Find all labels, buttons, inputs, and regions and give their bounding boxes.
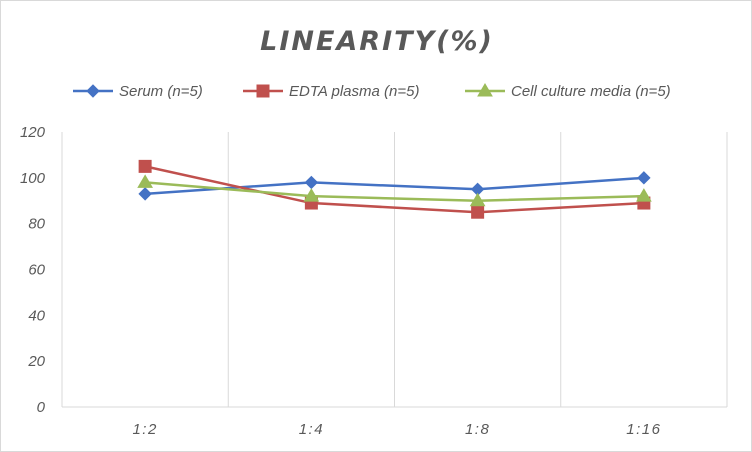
y-tick-label: 40 <box>28 307 45 324</box>
y-tick-label: 80 <box>28 216 45 233</box>
x-tick-label: 1:8 <box>465 421 490 438</box>
series-line <box>145 181 644 202</box>
grid <box>61 132 728 408</box>
legend-label: Serum (n=5) <box>119 83 203 100</box>
data-point <box>304 175 319 190</box>
series-layer <box>137 159 652 219</box>
legend-entry: EDTA plasma (n=5) <box>243 83 419 100</box>
x-tick-label: 1:16 <box>626 421 661 438</box>
y-axis: 0 20 40 60 80 100 120 <box>20 124 46 416</box>
data-point <box>138 187 152 201</box>
legend: Serum (n=5) EDTA plasma (n=5) Cell culture… <box>73 83 671 100</box>
legend-marker <box>86 84 100 98</box>
y-tick-label: 0 <box>37 399 46 416</box>
x-axis: 1:2 1:4 1:8 1:16 <box>132 421 661 438</box>
y-tick-label: 20 <box>27 353 45 370</box>
legend-label: Cell culture media (n=5) <box>511 83 671 100</box>
data-point <box>137 174 153 188</box>
data-point <box>471 205 485 219</box>
data-point <box>138 159 152 173</box>
x-tick-label: 1:2 <box>132 421 157 438</box>
data-point <box>303 188 320 202</box>
legend-entry: Serum (n=5) <box>73 83 203 100</box>
y-tick-label: 100 <box>20 170 46 187</box>
series-line <box>144 165 644 214</box>
x-tick-label: 1:4 <box>299 421 324 438</box>
series-2 <box>137 174 652 207</box>
legend-marker <box>477 83 493 97</box>
data-point <box>637 171 651 185</box>
legend-entry: Cell culture media (n=5) <box>465 83 671 100</box>
data-point <box>469 192 486 207</box>
legend-label: EDTA plasma (n=5) <box>289 83 419 100</box>
y-tick-label: 120 <box>20 124 46 141</box>
chart-title: LINEARITY(%) <box>260 26 494 57</box>
y-tick-label: 60 <box>28 262 45 279</box>
legend-marker <box>256 84 270 98</box>
data-point <box>636 188 652 202</box>
